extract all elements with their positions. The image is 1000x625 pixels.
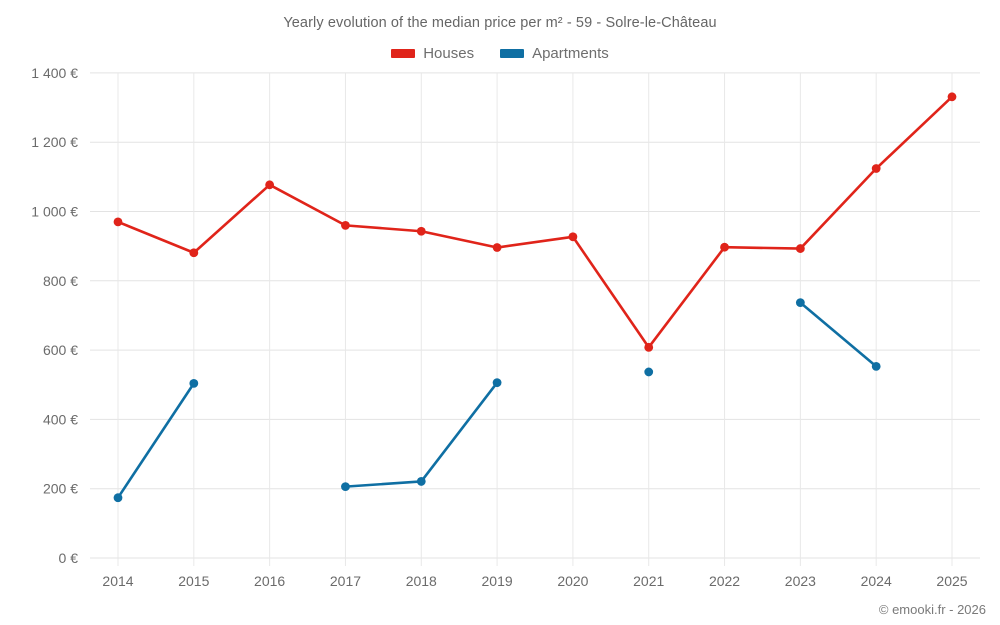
legend-label-houses: Houses (423, 45, 475, 62)
chart-legend: Houses Apartments (0, 45, 1000, 62)
y-tick-label: 1 200 € (31, 134, 78, 150)
legend-item-houses[interactable]: Houses (391, 45, 474, 62)
data-point-apartments-2015[interactable] (189, 378, 199, 388)
x-tick-label: 2025 (936, 573, 967, 589)
data-point-houses-2021[interactable] (644, 342, 654, 352)
y-tick-label: 200 € (43, 481, 78, 497)
line-swatch-icon-houses (391, 49, 416, 58)
y-tick-label: 1 000 € (31, 204, 78, 220)
line-swatch-icon-apartments (500, 49, 525, 58)
y-tick-label: 800 € (43, 273, 78, 289)
x-tick-label: 2022 (709, 573, 740, 589)
x-axis-ticks: 2014 2015 2016 2017 2018 2019 2020 2021 2022 2023… (102, 573, 967, 589)
data-point-houses-2025[interactable] (947, 92, 957, 102)
x-tick-label: 2017 (330, 573, 361, 589)
x-tick-label: 2015 (178, 573, 209, 589)
data-point-apartments-2024[interactable] (871, 361, 881, 371)
data-point-apartments-2023[interactable] (795, 298, 805, 308)
x-tick-label: 2020 (557, 573, 588, 589)
data-point-houses-2016[interactable] (265, 180, 275, 190)
grid-lines (90, 72, 980, 566)
legend-label-apartments: Apartments (532, 45, 609, 62)
data-point-apartments-2021[interactable] (644, 367, 654, 377)
x-tick-label: 2021 (633, 573, 664, 589)
x-tick-label: 2019 (482, 573, 513, 589)
data-point-houses-2024[interactable] (871, 164, 881, 173)
data-series (113, 92, 957, 503)
x-tick-label: 2023 (785, 573, 816, 589)
series-line-apartments (799, 301, 878, 368)
data-point-apartments-2014[interactable] (113, 493, 123, 503)
data-point-houses-2014[interactable] (113, 217, 123, 227)
footer-credit: © emooki.fr - 2026 (878, 602, 986, 617)
x-tick-label: 2018 (406, 573, 437, 589)
data-point-houses-2019[interactable] (492, 243, 502, 252)
data-point-houses-2020[interactable] (568, 232, 578, 242)
data-point-houses-2018[interactable] (416, 226, 426, 236)
x-tick-label: 2024 (861, 573, 892, 589)
data-point-apartments-2018[interactable] (416, 477, 426, 486)
y-tick-label: 600 € (43, 342, 78, 358)
data-point-houses-2017[interactable] (341, 220, 350, 230)
y-tick-label: 1 400 € (31, 65, 78, 81)
series-line-apartments (116, 382, 196, 500)
y-tick-label: 0 € (59, 550, 79, 566)
series-line-houses (116, 95, 954, 349)
chart-title: Yearly evolution of the median price per… (283, 15, 717, 31)
data-point-apartments-2019[interactable] (492, 378, 502, 388)
data-point-apartments-2017[interactable] (341, 482, 350, 492)
data-point-houses-2015[interactable] (189, 248, 199, 258)
data-point-houses-2023[interactable] (795, 244, 805, 253)
data-point-houses-2022[interactable] (720, 242, 729, 252)
x-tick-label: 2014 (102, 573, 133, 589)
y-axis-ticks: 0 € 200 € 400 € 600 € 800 € 1 000 € 1 200 € 1 4… (31, 65, 78, 566)
y-tick-label: 400 € (43, 411, 78, 427)
x-tick-label: 2016 (254, 573, 285, 589)
legend-item-apartments[interactable]: Apartments (500, 45, 609, 62)
